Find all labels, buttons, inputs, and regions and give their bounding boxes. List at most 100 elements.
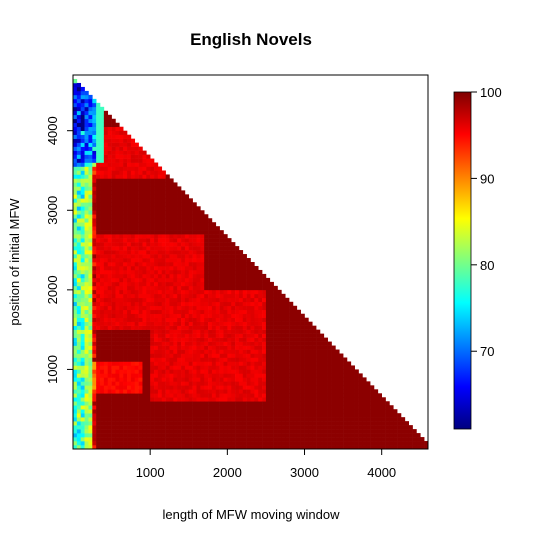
heatmap-cell [211,246,217,251]
heatmap-cell [385,417,390,422]
heatmap-cell [111,158,116,163]
heatmap-cell [285,337,290,342]
heatmap-cell [92,297,97,303]
heatmap-cell [262,389,267,394]
heatmap-cell [200,333,205,338]
plot-frame [72,74,429,450]
heatmap-cell [161,445,166,450]
heatmap-cell [115,425,120,430]
heatmap-cell [227,265,232,271]
heatmap-cell [235,389,240,394]
heatmap-cell [165,269,170,275]
heatmap-cell [173,341,178,346]
heatmap-cell [161,170,166,175]
heatmap-cell [130,198,136,203]
heatmap-cell [127,437,132,442]
heatmap-cell [73,258,78,263]
heatmap-cell [223,393,228,398]
heatmap-cell [200,377,205,382]
heatmap-cell [192,214,197,219]
heatmap-cell [204,305,209,311]
heatmap-cell [269,441,274,446]
heatmap-cell [96,345,101,350]
heatmap-cell [308,369,313,374]
heatmap-cell [184,381,190,386]
heatmap-cell [96,182,101,187]
heatmap-cell [296,337,301,342]
heatmap-cell [111,210,116,215]
heatmap-cell [269,405,274,410]
heatmap-cell [238,393,244,398]
heatmap-cell [165,381,170,386]
heatmap-cell [312,333,317,338]
heatmap-cell [238,281,244,287]
heatmap-cell [254,349,259,354]
heatmap-cell [254,321,259,326]
heatmap-cell [76,381,82,386]
heatmap-cell [208,250,213,255]
heatmap-cell [269,385,274,390]
heatmap-cell [192,405,197,410]
heatmap-cell [238,377,244,382]
heatmap-cell [181,297,186,303]
heatmap-cell [300,433,305,438]
heatmap-cell [323,441,328,446]
heatmap-cell [188,230,193,235]
heatmap-cell [100,413,105,418]
heatmap-cell [161,218,166,223]
heatmap-cell [192,206,197,211]
heatmap-cell [219,329,224,334]
heatmap-cell [223,262,228,267]
heatmap-cell [154,194,159,199]
heatmap-cell [103,218,109,223]
heatmap-cell [250,389,255,394]
colorbar-tick-label: 80 [480,258,494,273]
heatmap-cell [80,389,85,394]
heatmap-cell [215,385,220,390]
heatmap-cell [304,317,309,322]
heatmap-cell [262,345,267,350]
heatmap-cell [157,234,163,239]
heatmap-cell [100,305,105,311]
heatmap-cell [127,373,132,378]
heatmap-cell [134,273,139,279]
heatmap-cell [404,445,410,450]
heatmap-cell [76,262,82,267]
heatmap-cell [84,341,89,346]
heatmap-cell [265,353,271,358]
heatmap-cell [377,393,382,398]
heatmap-cell [412,441,417,446]
heatmap-cell [96,114,101,120]
heatmap-cell [161,337,166,342]
heatmap-cell [211,289,217,295]
heatmap-cell [289,373,294,378]
heatmap-cell [127,277,132,283]
heatmap-cell [154,254,159,259]
heatmap-cell [115,154,120,159]
heatmap-cell [146,242,151,247]
heatmap-cell [76,385,82,390]
heatmap-cell [350,373,355,378]
heatmap-cell [115,206,120,211]
heatmap-cell [73,126,78,132]
heatmap-cell [92,373,97,378]
heatmap-cell [393,417,398,422]
heatmap-cell [157,369,163,374]
heatmap-cell [88,281,93,287]
heatmap-cell [161,377,166,382]
heatmap-cell [223,401,228,406]
heatmap-cell [115,369,120,374]
heatmap-cell [107,445,112,450]
heatmap-cell [127,425,132,430]
heatmap-cell [339,361,344,366]
heatmap-cell [184,313,190,319]
heatmap-cell [323,413,328,418]
heatmap-cell [173,417,178,422]
heatmap-cell [119,305,124,311]
heatmap-cell [300,349,305,354]
heatmap-cell [173,401,178,406]
heatmap-cell [76,425,82,430]
heatmap-cell [192,313,197,319]
heatmap-cell [103,142,109,147]
heatmap-cell [354,445,359,450]
